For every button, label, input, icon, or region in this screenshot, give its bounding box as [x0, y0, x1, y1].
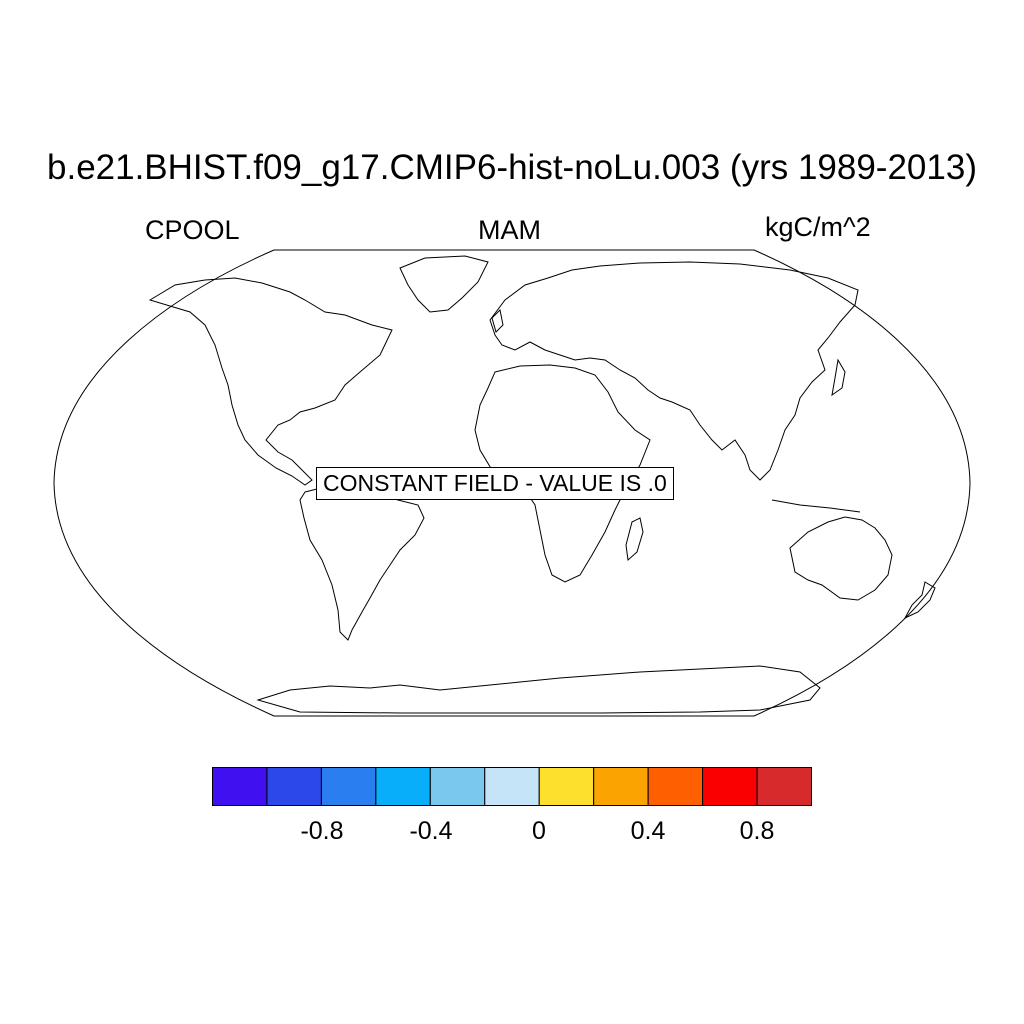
- season-label: MAM: [478, 215, 541, 245]
- units-label: kgC/m^2: [765, 212, 871, 242]
- colorbar-tick-label: 0.4: [630, 817, 666, 845]
- colorbar-swatch: [538, 767, 595, 806]
- colorbar-swatch: [484, 767, 540, 806]
- colorbar-swatch: [593, 767, 649, 806]
- colorbar: [212, 767, 812, 806]
- colorbar-tick-label: 0.8: [739, 817, 775, 845]
- plot-title: b.e21.BHIST.f09_g17.CMIP6-hist-noLu.003 …: [47, 148, 977, 187]
- colorbar-swatch: [320, 767, 377, 806]
- colorbar-tick-label: -0.8: [300, 817, 344, 845]
- colorbar-swatch: [702, 767, 758, 806]
- coastline-africa: [474, 364, 651, 583]
- colorbar-tick-label: 0: [532, 817, 546, 845]
- coastline-australia: [789, 516, 893, 601]
- coastline-south-america: [299, 486, 425, 641]
- colorbar-swatch: [647, 767, 704, 806]
- colorbar-swatch: [429, 767, 486, 806]
- coastline-japan: [831, 358, 846, 397]
- coastline-antarctica: [256, 665, 821, 714]
- colorbar-swatch: [375, 767, 431, 806]
- colorbar-swatch: [212, 767, 268, 806]
- coastline-greenland: [399, 255, 489, 313]
- colorbar-swatch: [266, 767, 322, 806]
- variable-label: CPOOL: [145, 215, 240, 245]
- constant-field-message: CONSTANT FIELD - VALUE IS .0: [316, 467, 674, 500]
- colorbar-swatch: [756, 767, 812, 806]
- coastline-uk: [491, 308, 504, 333]
- coastline-eurasia: [489, 261, 859, 481]
- coastline-indonesia: [771, 499, 861, 513]
- coastline-madagascar: [625, 517, 644, 561]
- coastline-new-zealand: [903, 581, 936, 620]
- map-boundary: [53, 249, 971, 717]
- coastline-north-america: [148, 277, 393, 486]
- colorbar-tick-label: -0.4: [409, 817, 453, 845]
